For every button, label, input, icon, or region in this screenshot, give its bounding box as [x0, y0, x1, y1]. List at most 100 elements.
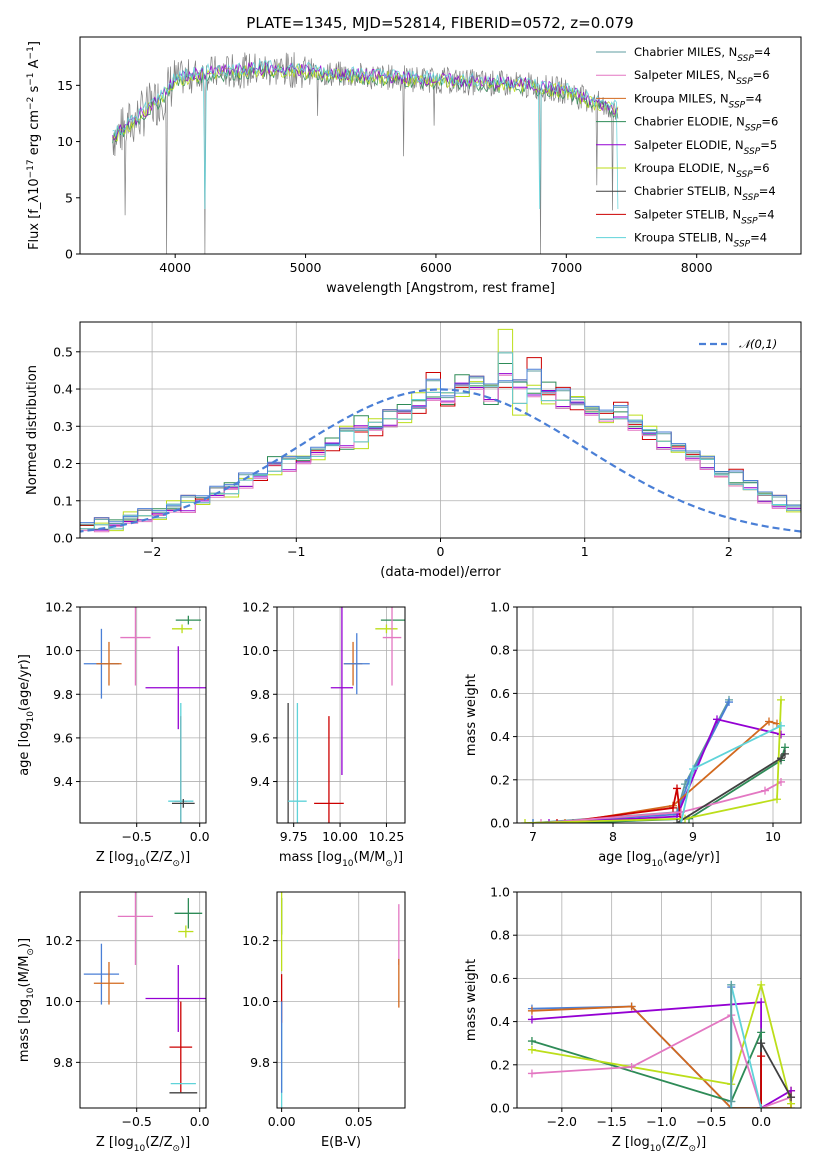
label-part: log — [114, 1135, 134, 1150]
x-tick-label: 0.0 — [751, 1114, 771, 1129]
label-part: )] — [17, 938, 32, 948]
x-tick-label: 8 — [609, 829, 617, 844]
x-tick-label: 4000 — [159, 260, 191, 275]
label-part: 10 — [134, 859, 146, 869]
massweight-line-salpeter_miles — [540, 781, 782, 823]
label-part: Flux [f_λ10 — [27, 178, 42, 250]
label-part: =4 — [759, 184, 776, 198]
label-part: log — [630, 1135, 650, 1150]
label-part: Z [ — [612, 1135, 630, 1150]
label-part: SSP — [744, 147, 761, 157]
mass_vs_EBV-plot-area — [280, 892, 400, 1108]
x-axis-label: mass [log10(M/M⊙)] — [279, 850, 403, 869]
y-tick-label: 0.6 — [490, 686, 510, 701]
x-tick-label: 9 — [689, 829, 697, 844]
label-part: wavelength [Angstrom, rest frame] — [326, 281, 555, 296]
axes-frame — [276, 891, 406, 1109]
x-tick-label: 0.00 — [268, 1114, 296, 1129]
y-tick-label: 0.2 — [53, 456, 73, 471]
histogram-kroupa_miles — [80, 352, 801, 530]
label-part: SSP — [736, 77, 753, 87]
label-part: (M/M — [354, 850, 386, 865]
massweight-line-salpeter_stelib — [556, 788, 682, 823]
axes-frame — [79, 36, 802, 255]
legend-entry: Chabrier STELIB, NSSP=4 — [634, 184, 776, 203]
y-tick-label: 0.8 — [490, 928, 510, 943]
x-tick-label: 10 — [765, 829, 781, 844]
label-part: (Z/Z — [145, 1135, 172, 1150]
label-part: Chabrier ELODIE, N — [634, 115, 745, 129]
marker-chabrier_miles — [727, 1097, 736, 1106]
y-tick-label: 0.2 — [490, 772, 510, 787]
marker-salpeter_miles — [627, 1062, 636, 1071]
label-part: =4 — [745, 91, 762, 105]
x-tick-label: 9.75 — [280, 829, 308, 844]
marker-salpeter_miles — [761, 786, 769, 795]
y-tick-label: 9.8 — [53, 687, 73, 702]
label-part: SSP — [736, 170, 753, 180]
label-part: ⊙ — [385, 859, 393, 869]
x-tick-label: 6000 — [420, 260, 452, 275]
label-part: SSP — [734, 240, 751, 250]
label-part: −2 — [26, 97, 36, 110]
axes-frame — [516, 606, 802, 824]
x-axis-label: E(B-V) — [321, 1135, 361, 1150]
marker-chabrier_stelib — [673, 819, 681, 823]
label-part: −17 — [26, 159, 36, 178]
y-tick-label: 0.4 — [490, 1014, 510, 1029]
label-part: 10 — [26, 987, 36, 999]
massweight-line-kroupa_elodie — [524, 699, 782, 823]
marker-kroupa_elodie — [773, 795, 781, 804]
marker-kroupa_stelib — [677, 819, 685, 823]
x-tick-label: −2 — [143, 544, 161, 559]
y-tick-label: 10.0 — [45, 643, 73, 658]
x-tick-label: −0.5 — [122, 829, 152, 844]
x-tick-label: −0.5 — [696, 1114, 726, 1129]
x-tick-label: 5000 — [290, 260, 322, 275]
label-part: age [ — [17, 742, 32, 775]
marker-salpeter_miles — [537, 819, 545, 823]
x-tick-label: 0.05 — [345, 1114, 373, 1129]
label-part: log — [17, 999, 32, 1019]
marker-salpeter_stelib — [669, 803, 677, 812]
y-tick-label: 5 — [65, 190, 73, 205]
marker-chabrier_stelib — [757, 1039, 766, 1048]
x-tick-label: 1 — [581, 544, 589, 559]
histogram-kroupa_stelib — [80, 352, 801, 530]
label-part: =6 — [761, 115, 778, 129]
label-part: =4 — [754, 45, 771, 59]
y-tick-label: 10.0 — [242, 643, 270, 658]
marker-salpeter_stelib — [673, 784, 681, 793]
label-part: log — [632, 850, 652, 865]
marker-salpeter_stelib — [757, 1052, 766, 1061]
marker-salpeter_elodie — [713, 715, 721, 724]
label-part: (Z/Z — [145, 850, 172, 865]
marker-chabrier_miles — [727, 980, 736, 989]
label-part: 10 — [651, 859, 663, 869]
y-tick-label: 10.2 — [45, 933, 73, 948]
x-axis-label: Z [log10(Z/Z⊙)] — [612, 1135, 706, 1154]
label-part: Salpeter ELODIE, N — [634, 138, 744, 152]
y-axis-label: age [log10(age/yr)] — [17, 654, 36, 776]
marker-kroupa_stelib — [757, 1104, 766, 1108]
x-axis-label: Z [log10(Z/Z⊙)] — [96, 1135, 190, 1154]
x-axis-label: Z [log10(Z/Z⊙)] — [96, 850, 190, 869]
label-part: log — [114, 850, 134, 865]
marker-chabrier_elodie — [527, 1037, 536, 1046]
age_vs_Z-plot-area — [83, 607, 206, 823]
massweight_vs_Z-axes: −2.0 −1.5 −1.0 −0.5 0.0 0.0 0.2 0.4 0.6 0.8 1.0 Z [… — [464, 885, 802, 1154]
y-tick-label: 1.0 — [490, 600, 510, 615]
y-tick-label: 0.6 — [490, 971, 510, 986]
mass_vs_EBV-axes: 0.00 0.05 9.8 10.0 10.2 E(B-V) — [242, 891, 406, 1150]
label-part: )] — [393, 850, 403, 865]
y-tick-label: 10.0 — [45, 994, 73, 1009]
y-tick-label: 10 — [57, 134, 73, 149]
massweight_vs_age-plot-area — [521, 695, 789, 823]
legend-entry: 𝒩(0,1) — [739, 337, 777, 351]
axes-frame — [79, 321, 802, 539]
age_vs_mass-plot-area — [287, 607, 405, 823]
label-part: =6 — [753, 68, 770, 82]
marker-extra_blue — [529, 819, 537, 823]
